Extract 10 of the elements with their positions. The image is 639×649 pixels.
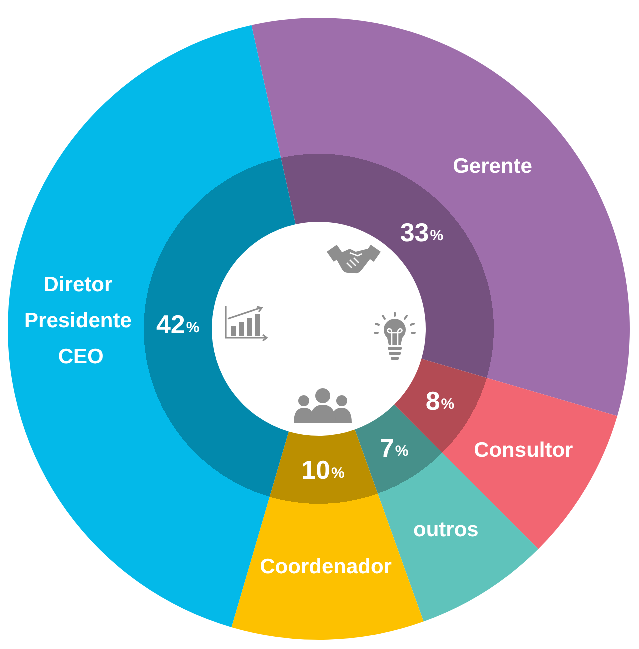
data-label: 33% bbox=[400, 218, 444, 248]
data-label: 7% bbox=[380, 433, 409, 464]
slice-label: Gerente bbox=[453, 154, 532, 178]
data-label: 42% bbox=[156, 309, 200, 340]
slice-label: Consultor bbox=[474, 439, 574, 462]
slice-label: outros bbox=[414, 518, 479, 542]
slice-label: Diretor Presidente CEO bbox=[24, 274, 138, 369]
data-label: 10% bbox=[302, 454, 345, 485]
data-label: 8% bbox=[426, 386, 455, 416]
slice-label: Coordenador bbox=[260, 555, 392, 578]
